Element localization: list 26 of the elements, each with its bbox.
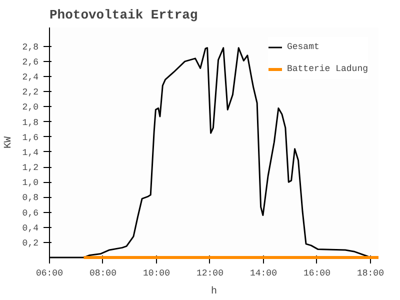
y-tick-label: 2,6 <box>22 57 38 68</box>
y-tick-label: 1,6 <box>22 132 38 143</box>
x-tick-label: 18:00 <box>356 268 384 278</box>
y-tick-label: 0,6 <box>22 208 38 218</box>
y-tick-label: 1,0 <box>22 178 38 188</box>
y-tick-label: 2,4 <box>22 72 38 83</box>
y-tick-label: 2,2 <box>22 88 38 98</box>
x-tick-label: 12:00 <box>196 268 224 278</box>
y-tick-label: 2,8 <box>22 42 38 52</box>
y-tick-label: 1,8 <box>22 118 38 128</box>
y-tick-label: 0,8 <box>22 193 38 204</box>
y-tick-label: 2,0 <box>22 102 38 113</box>
x-tick-label: 10:00 <box>142 268 170 278</box>
legend-label: Gesamt <box>286 42 320 52</box>
y-tick-label: 0,4 <box>22 223 38 234</box>
y-tick-label: 1,2 <box>22 163 38 174</box>
y-tick-label: 1,4 <box>22 148 38 158</box>
y-tick-label: 0,2 <box>22 238 38 248</box>
x-tick-label: 08:00 <box>89 268 117 278</box>
x-tick-label: 06:00 <box>36 268 64 278</box>
x-tick-label: 14:00 <box>250 268 277 278</box>
legend-label: Batterie Ladung <box>286 64 368 74</box>
chart-title: Photovoltaik Ertrag <box>50 8 198 22</box>
x-axis-title: h <box>211 286 218 298</box>
x-tick-label: 16:00 <box>303 268 330 278</box>
y-axis-title: KW <box>3 136 14 148</box>
